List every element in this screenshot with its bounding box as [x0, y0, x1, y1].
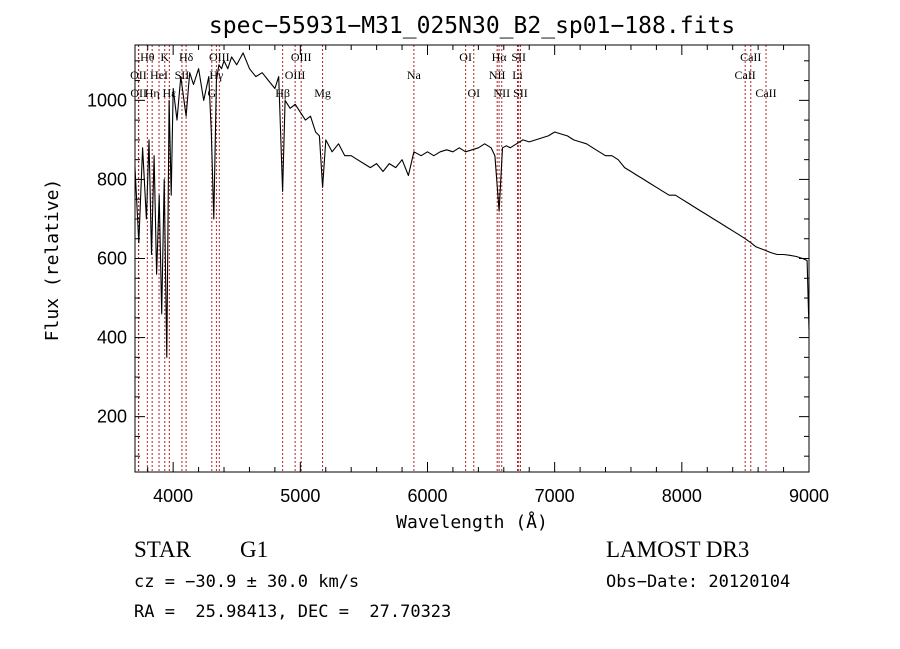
line-label-14: Hβ: [275, 86, 290, 100]
line-label-25: CaII: [740, 50, 761, 64]
line-label-21: NII: [493, 86, 510, 100]
line-label-0: Hθ: [140, 50, 155, 64]
y-axis-ticks: 200 400 600 800 1000: [87, 60, 809, 457]
y-tick-label-200: 200: [97, 407, 127, 427]
survey-name: LAMOST DR3: [606, 537, 750, 562]
line-label-20: NII: [489, 68, 506, 82]
coords-text: RA = 25.98413, DEC = 27.70323: [134, 602, 452, 622]
line-label-19: Hα: [492, 50, 508, 64]
line-label-9: OIII: [209, 50, 230, 64]
line-label-7: SII: [175, 68, 190, 82]
x-tick-label-5000: 5000: [280, 486, 320, 506]
line-label-27: CaII: [755, 86, 776, 100]
line-label-12: OIII: [291, 50, 312, 64]
line-label-15: Mg: [314, 86, 331, 100]
line-label-23: Li: [512, 68, 523, 82]
line-label-18: OI: [467, 86, 480, 100]
line-label-13: OIII: [285, 68, 306, 82]
plot-frame: [134, 44, 810, 473]
x-tick-label-8000: 8000: [662, 486, 702, 506]
x-tick-label-4000: 4000: [153, 486, 193, 506]
spectrum-series-line: [134, 52, 810, 358]
line-label-16: Na: [407, 68, 422, 82]
x-tick-label-6000: 6000: [407, 486, 447, 506]
redshift-text: cz = −30.9 ± 30.0 km/s: [134, 572, 360, 592]
object-subclass: G1: [240, 537, 269, 562]
line-label-26: CaII: [734, 68, 755, 82]
y-tick-label-1000: 1000: [87, 90, 127, 110]
spectral-line-markers: [137, 45, 767, 472]
object-class: STAR: [134, 537, 191, 562]
y-tick-label-800: 800: [97, 169, 127, 189]
x-axis-label: Wavelength (Å): [396, 511, 548, 533]
line-label-24: SII: [513, 86, 528, 100]
line-label-11: G: [207, 86, 216, 100]
y-tick-label-600: 600: [97, 249, 127, 269]
x-axis-ticks: 4000 5000 6000 7000 8000 9000: [147, 45, 829, 506]
y-tick-label-400: 400: [97, 328, 127, 348]
line-label-5: Hη: [145, 86, 160, 100]
line-label-4: HeI: [150, 68, 168, 82]
line-label-6: Hδ: [179, 50, 194, 64]
x-tick-label-7000: 7000: [535, 486, 575, 506]
x-tick-label-9000: 9000: [789, 486, 829, 506]
line-label-22: SII: [511, 50, 526, 64]
chart-title: spec−55931−M31_025N30_B2_sp01−188.fits: [209, 13, 735, 39]
line-label-3: K: [160, 50, 169, 64]
y-axis-label: Flux (relative): [42, 179, 63, 342]
line-label-17: OI: [459, 50, 472, 64]
line-label-1: OII: [130, 68, 147, 82]
obs-date-text: Obs−Date: 20120104: [606, 572, 791, 592]
